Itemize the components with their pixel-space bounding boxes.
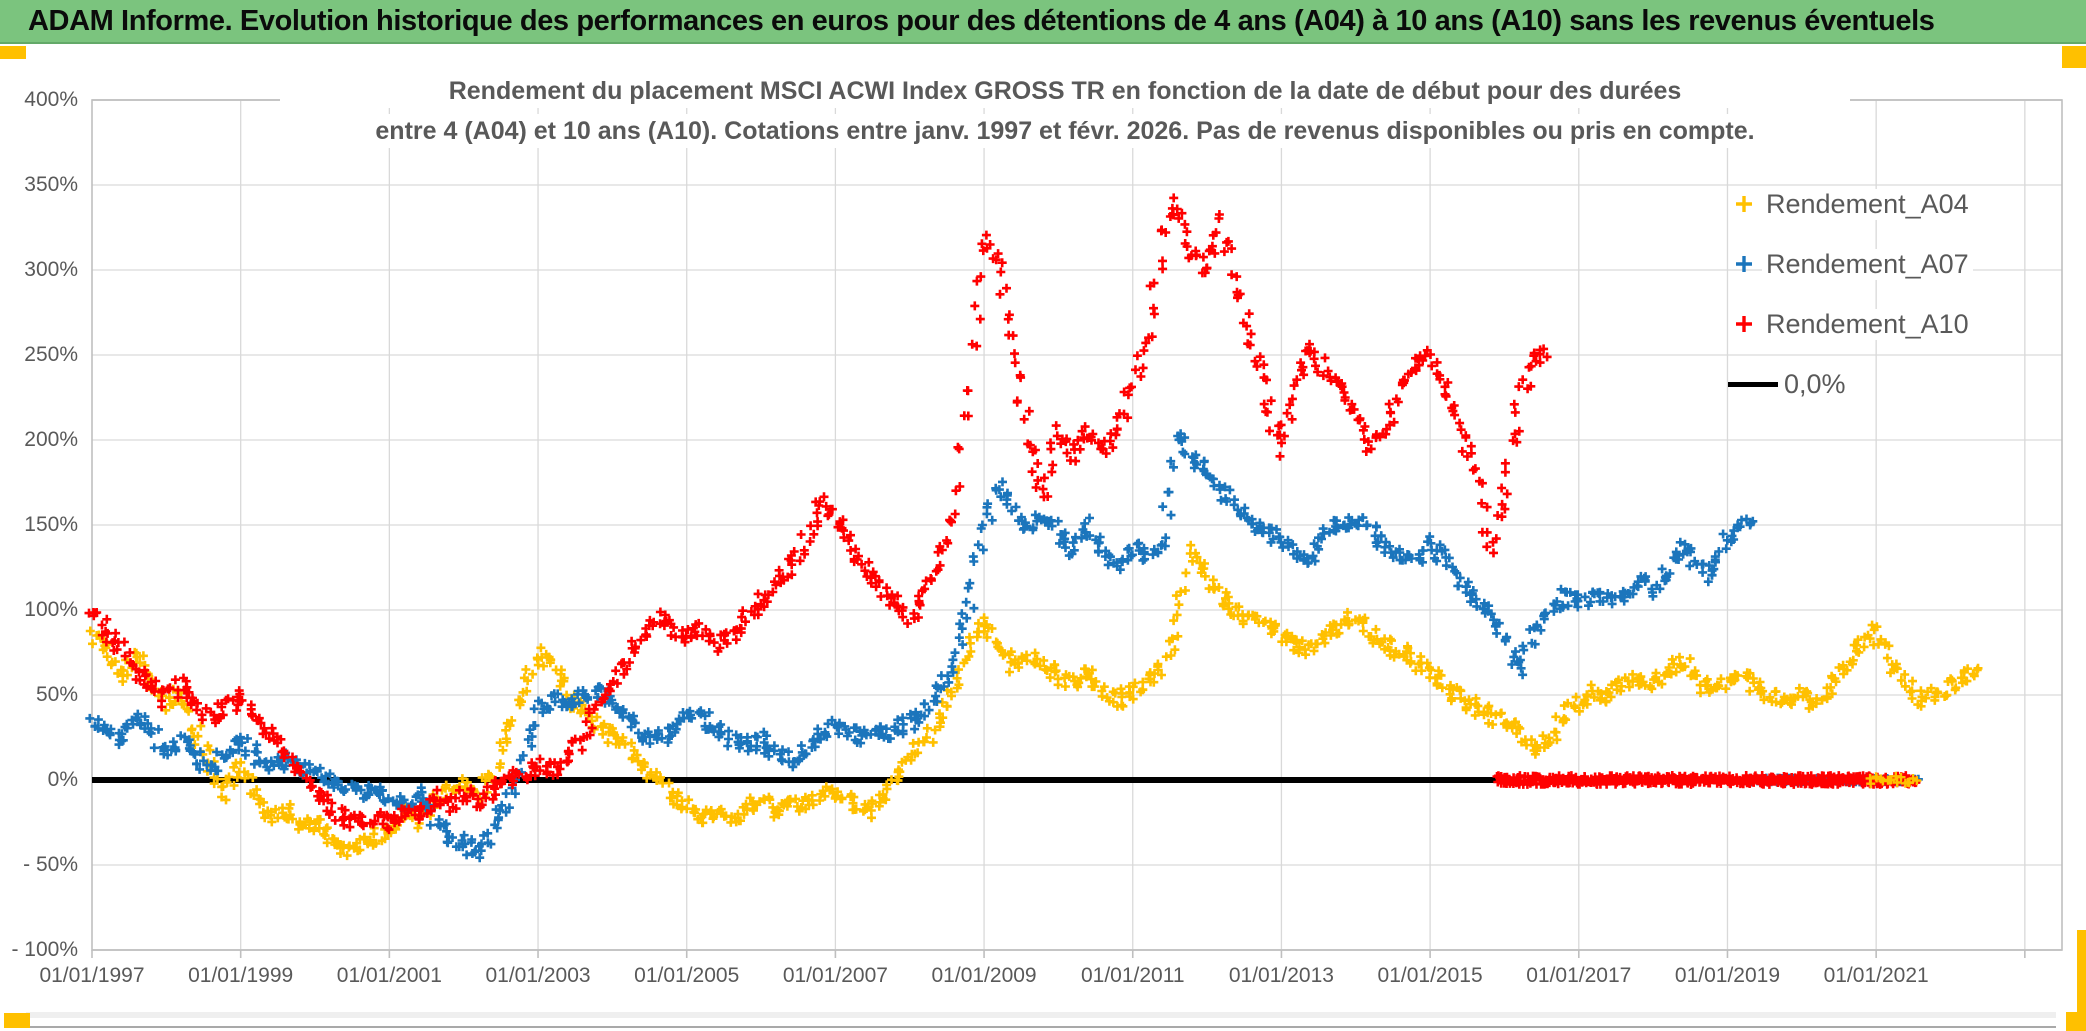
header-bar: ADAM Informe. Evolution historique des p… [0, 0, 2086, 44]
x-axis-label: 01/01/1999 [188, 964, 294, 987]
legend-label: Rendement_A10 [1762, 308, 1973, 340]
accent-bottom-left [4, 1013, 30, 1028]
x-axis-label: 01/01/1997 [39, 964, 145, 987]
series-rendement_a07 [85, 429, 1758, 863]
y-axis-label: 50% [35, 683, 78, 706]
y-axis-label: - 100% [11, 938, 78, 961]
series-rendement_a04 [85, 540, 1983, 861]
x-axis-label: 01/01/2009 [931, 964, 1037, 987]
y-axis-label: 400% [24, 88, 78, 111]
y-axis-label: 350% [24, 173, 78, 196]
y-axis-label: 200% [24, 428, 78, 451]
legend-label: Rendement_A07 [1762, 248, 1973, 280]
accent-top-left [0, 46, 26, 59]
y-axis-label: 100% [24, 598, 78, 621]
chart-title-line2: entre 4 (A04) et 10 ans (A10). Cotations… [280, 114, 1850, 148]
zero-tail-a10 [1492, 771, 1921, 789]
legend-label: 0,0% [1780, 368, 1850, 400]
x-axis-label: 01/01/2019 [1674, 964, 1781, 987]
accent-right-bar [2077, 930, 2086, 1031]
x-axis-label: 01/01/2021 [1823, 964, 1929, 987]
y-axis-label: 0% [47, 768, 78, 791]
chart-title-line1: Rendement du placement MSCI ACWI Index G… [280, 74, 1850, 108]
y-axis-label: 300% [24, 258, 78, 281]
x-axis-label: 01/01/2015 [1377, 964, 1483, 987]
accent-top-right [2062, 46, 2086, 68]
legend-label: Rendement_A04 [1762, 188, 1973, 220]
plus-marker-icon [1726, 192, 1762, 216]
y-axis-label: 250% [24, 343, 78, 366]
plus-marker-icon [1726, 312, 1762, 336]
header-title: ADAM Informe. Evolution historique des p… [28, 4, 1935, 37]
bottom-rule [26, 1026, 2056, 1028]
legend-item-0-0-[interactable]: 0,0% [1726, 364, 1850, 404]
bottom-band [26, 1012, 2056, 1018]
x-axis-label: 01/01/2003 [485, 964, 591, 987]
x-axis-label: 01/01/2011 [1080, 964, 1185, 987]
zero-line-swatch-icon [1726, 381, 1780, 387]
x-axis-label: 01/01/2007 [782, 964, 888, 987]
x-axis-label: 01/01/2005 [634, 964, 740, 987]
x-axis-label: 01/01/2001 [336, 964, 442, 987]
legend-item-rendement-a04[interactable]: Rendement_A04 [1726, 184, 1973, 224]
series-rendement_a10 [84, 193, 1552, 835]
y-axis-label: - 50% [23, 853, 78, 876]
legend-item-rendement-a07[interactable]: Rendement_A07 [1726, 244, 1973, 284]
zero-tail-a04 [1865, 771, 1922, 789]
legend-item-rendement-a10[interactable]: Rendement_A10 [1726, 304, 1973, 344]
accent-bottom-right [2066, 1012, 2086, 1031]
x-axis-label: 01/01/2013 [1228, 964, 1334, 987]
plus-marker-icon [1726, 252, 1762, 276]
y-axis-label: 150% [24, 513, 78, 536]
x-axis-label: 01/01/2017 [1526, 964, 1632, 987]
